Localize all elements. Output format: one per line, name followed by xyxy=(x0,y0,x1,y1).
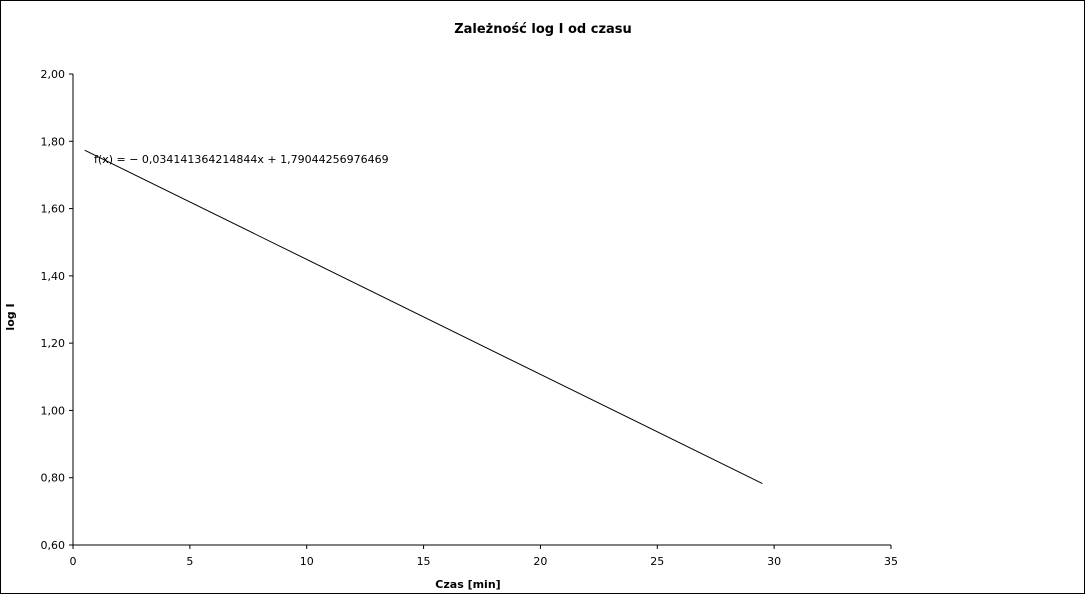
y-tick-label: 0,60 xyxy=(41,539,66,552)
x-tick-label: 35 xyxy=(884,555,898,568)
y-tick-label: 1,80 xyxy=(41,135,66,148)
y-tick-label: 1,40 xyxy=(41,270,66,283)
x-tick-label: 30 xyxy=(767,555,781,568)
x-tick-label: 25 xyxy=(650,555,664,568)
y-tick-label: 0,80 xyxy=(41,472,66,485)
x-tick-label: 5 xyxy=(186,555,193,568)
ticks-group: 0 5 10 15 20 25 30 35 0,60 0,80 1,00 1,20 1,40 1,60 1,… xyxy=(41,68,899,568)
y-tick-label: 1,60 xyxy=(41,203,66,216)
y-tick-label: 1,20 xyxy=(41,337,66,350)
y-tick-label: 2,00 xyxy=(41,68,66,81)
y-axis-label: log I xyxy=(4,303,17,330)
chart-title: Zależność log I od czasu xyxy=(454,22,632,37)
trend-line xyxy=(84,149,763,484)
x-tick-label: 0 xyxy=(70,555,77,568)
x-tick-label: 10 xyxy=(300,555,314,568)
y-tick-label: 1,00 xyxy=(41,404,66,417)
plot-area xyxy=(84,149,763,484)
x-axis-label: Czas [min] xyxy=(435,578,500,591)
trendline-equation: f(x) = − 0,034141364214844x + 1,79044256… xyxy=(94,153,389,166)
x-tick-label: 15 xyxy=(417,555,431,568)
x-tick-label: 20 xyxy=(533,555,547,568)
